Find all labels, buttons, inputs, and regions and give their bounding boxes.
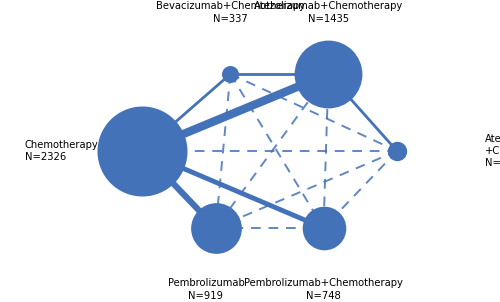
- Text: Atezolizumab+Bevacizumab
+Chemotherapy
N=359: Atezolizumab+Bevacizumab +Chemotherapy N…: [485, 133, 500, 169]
- Text: Atezolizumab+Chemotherapy
N=1435: Atezolizumab+Chemotherapy N=1435: [254, 1, 403, 24]
- Point: [324, 72, 332, 76]
- Point: [138, 149, 146, 153]
- Text: Pembrolizumab+Chemotherapy
N=748: Pembrolizumab+Chemotherapy N=748: [244, 278, 403, 301]
- Point: [393, 149, 401, 153]
- Text: Bevacizumab+Chemotherapy
N=337: Bevacizumab+Chemotherapy N=337: [156, 1, 305, 24]
- Point: [320, 226, 328, 230]
- Point: [226, 72, 234, 76]
- Text: Chemotherapy
N=2326: Chemotherapy N=2326: [24, 140, 99, 162]
- Point: [212, 226, 220, 230]
- Text: Pembrolizumab
N=919: Pembrolizumab N=919: [168, 278, 244, 301]
